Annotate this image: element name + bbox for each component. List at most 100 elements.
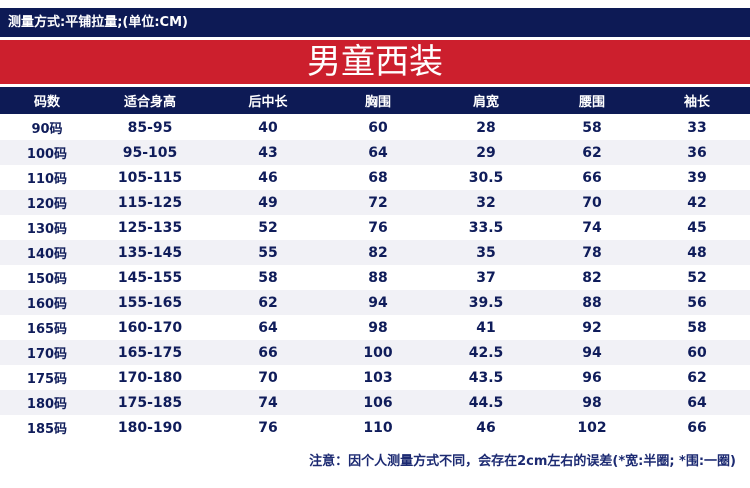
cell-size: 140码 bbox=[26, 247, 68, 262]
cell-back-length: 76 bbox=[258, 419, 278, 436]
cell-size: 185码 bbox=[26, 422, 68, 437]
table-row: 165码 160-170 64 98 41 92 58 bbox=[0, 315, 750, 340]
cell-back-length: 55 bbox=[258, 244, 278, 261]
cell-height-range: 155-165 bbox=[117, 294, 183, 311]
cell-back-length: 64 bbox=[258, 319, 278, 336]
table-row: 150码 145-155 58 88 37 82 52 bbox=[0, 265, 750, 290]
table-row: 170码 165-175 66 100 42.5 94 60 bbox=[0, 340, 750, 365]
cell-chest: 64 bbox=[368, 144, 388, 161]
cell-size: 100码 bbox=[26, 147, 68, 162]
cell-shoulder: 28 bbox=[476, 119, 496, 136]
cell-back-length: 43 bbox=[258, 144, 278, 161]
cell-sleeve: 60 bbox=[687, 344, 707, 361]
cell-height-range: 85-95 bbox=[127, 119, 173, 136]
cell-shoulder: 42.5 bbox=[468, 344, 504, 361]
page-title: 男童西装 bbox=[0, 40, 750, 84]
cell-size: 175码 bbox=[26, 372, 68, 387]
cell-chest: 72 bbox=[368, 194, 388, 211]
table-row: 175码 170-180 70 103 43.5 96 62 bbox=[0, 365, 750, 390]
column-header-back-length: 后中长 bbox=[248, 95, 288, 110]
cell-waist: 70 bbox=[582, 194, 602, 211]
cell-sleeve: 48 bbox=[687, 244, 707, 261]
cell-chest: 98 bbox=[368, 319, 388, 336]
cell-shoulder: 44.5 bbox=[468, 394, 504, 411]
table-row: 120码 115-125 49 72 32 70 42 bbox=[0, 190, 750, 215]
cell-chest: 88 bbox=[368, 269, 388, 286]
cell-sleeve: 56 bbox=[687, 294, 707, 311]
cell-waist: 92 bbox=[582, 319, 602, 336]
cell-sleeve: 64 bbox=[687, 394, 707, 411]
cell-height-range: 95-105 bbox=[122, 144, 178, 161]
cell-back-length: 52 bbox=[258, 219, 278, 236]
table-row: 90码 85-95 40 60 28 58 33 bbox=[0, 115, 750, 140]
cell-height-range: 180-190 bbox=[117, 419, 183, 436]
cell-waist: 94 bbox=[582, 344, 602, 361]
cell-height-range: 145-155 bbox=[117, 269, 183, 286]
cell-shoulder: 30.5 bbox=[468, 169, 504, 186]
cell-back-length: 40 bbox=[258, 119, 278, 136]
cell-back-length: 66 bbox=[258, 344, 278, 361]
cell-height-range: 115-125 bbox=[117, 194, 183, 211]
cell-height-range: 105-115 bbox=[117, 169, 183, 186]
cell-back-length: 46 bbox=[258, 169, 278, 186]
cell-size: 120码 bbox=[26, 197, 68, 212]
cell-sleeve: 45 bbox=[687, 219, 707, 236]
column-header-waist: 腰围 bbox=[578, 95, 605, 110]
cell-waist: 96 bbox=[582, 369, 602, 386]
cell-sleeve: 62 bbox=[687, 369, 707, 386]
cell-shoulder: 41 bbox=[476, 319, 496, 336]
measurement-method-header: 测量方式:平铺拉量;(单位:CM) bbox=[0, 8, 750, 37]
cell-waist: 58 bbox=[582, 119, 602, 136]
cell-shoulder: 32 bbox=[476, 194, 496, 211]
cell-chest: 76 bbox=[368, 219, 388, 236]
measurement-note: 注意：因个人测量方式不同，会存在2cm左右的误差(*宽:半圈; *围:一圈) bbox=[309, 454, 736, 469]
cell-height-range: 170-180 bbox=[117, 369, 183, 386]
cell-height-range: 135-145 bbox=[117, 244, 183, 261]
cell-sleeve: 66 bbox=[687, 419, 707, 436]
cell-height-range: 165-175 bbox=[117, 344, 183, 361]
cell-waist: 62 bbox=[582, 144, 602, 161]
cell-sleeve: 42 bbox=[687, 194, 707, 211]
cell-shoulder: 43.5 bbox=[468, 369, 504, 386]
table-row: 100码 95-105 43 64 29 62 36 bbox=[0, 140, 750, 165]
column-header-chest: 胸围 bbox=[364, 95, 391, 110]
cell-waist: 88 bbox=[582, 294, 602, 311]
cell-size: 170码 bbox=[26, 347, 68, 362]
cell-shoulder: 37 bbox=[476, 269, 496, 286]
column-header-sleeve: 袖长 bbox=[683, 95, 710, 110]
cell-sleeve: 58 bbox=[687, 319, 707, 336]
table-row: 110码 105-115 46 68 30.5 66 39 bbox=[0, 165, 750, 190]
cell-size: 165码 bbox=[26, 322, 68, 337]
cell-waist: 82 bbox=[582, 269, 602, 286]
cell-size: 130码 bbox=[26, 222, 68, 237]
cell-chest: 82 bbox=[368, 244, 388, 261]
cell-shoulder: 39.5 bbox=[468, 294, 504, 311]
column-header-size: 码数 bbox=[33, 95, 60, 110]
cell-waist: 78 bbox=[582, 244, 602, 261]
cell-waist: 98 bbox=[582, 394, 602, 411]
table-row: 180码 175-185 74 106 44.5 98 64 bbox=[0, 390, 750, 415]
cell-back-length: 62 bbox=[258, 294, 278, 311]
cell-chest: 94 bbox=[368, 294, 388, 311]
cell-sleeve: 33 bbox=[687, 119, 707, 136]
cell-chest: 100 bbox=[363, 344, 393, 361]
cell-sleeve: 39 bbox=[687, 169, 707, 186]
cell-waist: 66 bbox=[582, 169, 602, 186]
table-row: 140码 135-145 55 82 35 78 48 bbox=[0, 240, 750, 265]
cell-back-length: 74 bbox=[258, 394, 278, 411]
cell-chest: 110 bbox=[363, 419, 393, 436]
cell-waist: 74 bbox=[582, 219, 602, 236]
cell-chest: 60 bbox=[368, 119, 388, 136]
cell-waist: 102 bbox=[577, 419, 607, 436]
cell-size: 160码 bbox=[26, 297, 68, 312]
cell-back-length: 49 bbox=[258, 194, 278, 211]
table-row: 185码 180-190 76 110 46 102 66 bbox=[0, 415, 750, 440]
table-row: 130码 125-135 52 76 33.5 74 45 bbox=[0, 215, 750, 240]
cell-sleeve: 52 bbox=[687, 269, 707, 286]
cell-back-length: 70 bbox=[258, 369, 278, 386]
table-row: 160码 155-165 62 94 39.5 88 56 bbox=[0, 290, 750, 315]
column-header-shoulder: 肩宽 bbox=[472, 95, 499, 110]
cell-sleeve: 36 bbox=[687, 144, 707, 161]
table-header: 码数 适合身高 后中长 胸围 肩宽 腰围 袖长 bbox=[0, 87, 750, 114]
